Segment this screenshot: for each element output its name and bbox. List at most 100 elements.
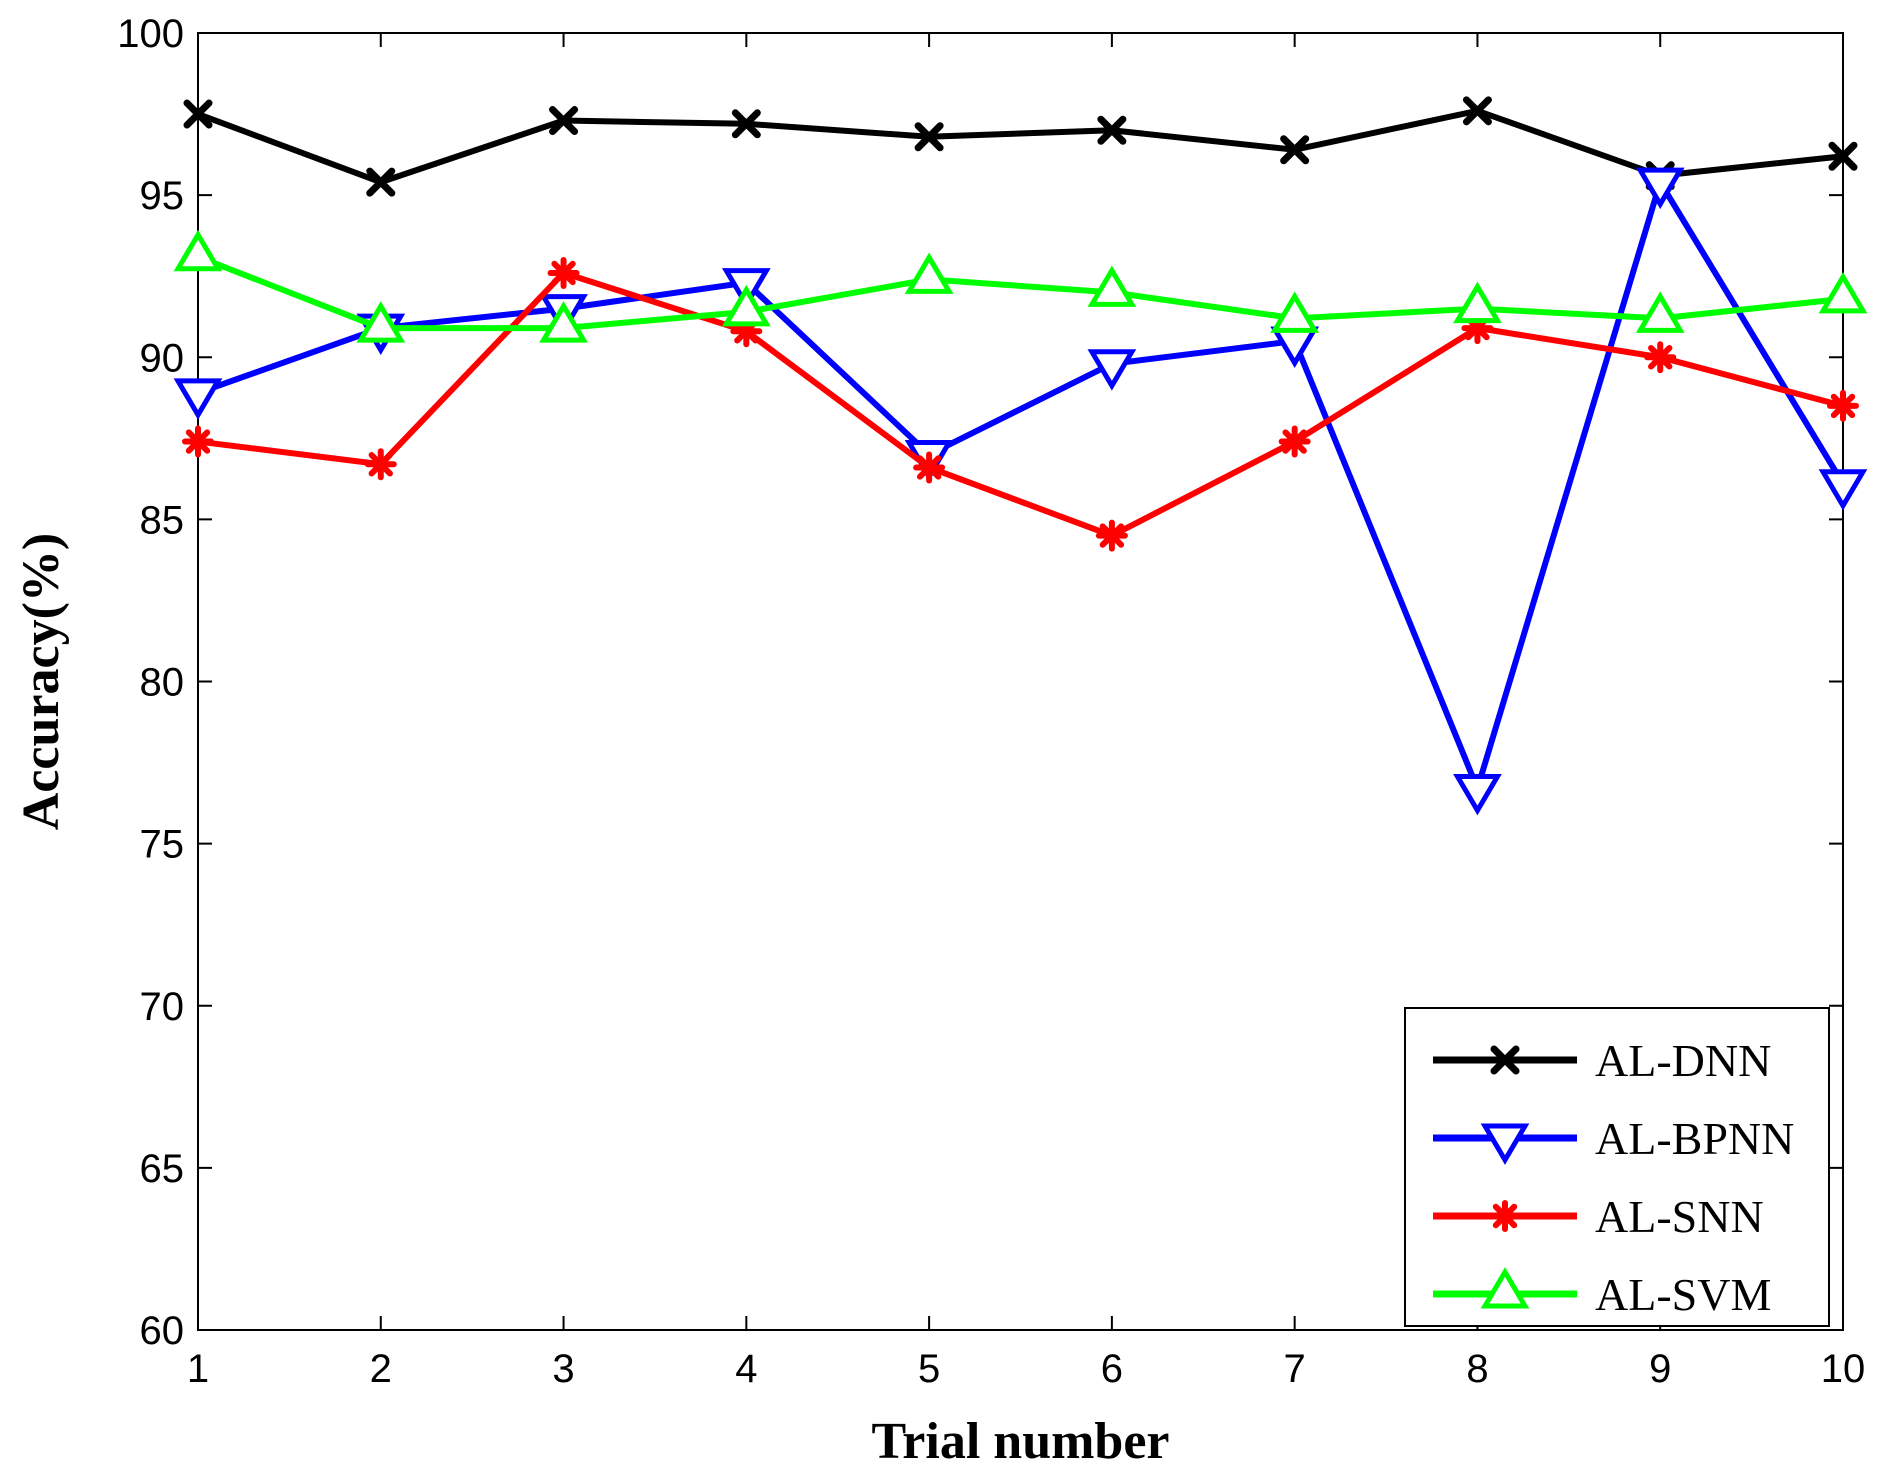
data-point [1644, 341, 1677, 374]
marker-shape [1453, 774, 1502, 816]
series-layer [173, 96, 1868, 816]
legend-marker [1489, 1200, 1521, 1232]
marker-stroke [1099, 523, 1125, 548]
data-point [1097, 115, 1127, 145]
x-axis-title: Trial number [871, 1413, 1169, 1470]
x-tick-label: 2 [370, 1347, 392, 1391]
data-point [1818, 469, 1868, 511]
marker-shape [173, 229, 223, 272]
data-point [1087, 265, 1137, 307]
marker-stroke [183, 99, 213, 129]
y-tick-label: 100 [117, 12, 184, 56]
marker-stroke [914, 122, 944, 152]
y-tick-label: 70 [140, 985, 185, 1029]
marker-shape [1635, 291, 1685, 333]
series-al-snn [182, 256, 1859, 552]
x-tick-label: 4 [735, 1347, 757, 1391]
data-point [1278, 425, 1311, 458]
data-point [1827, 389, 1859, 422]
marker-shape [904, 252, 954, 294]
data-point [913, 451, 946, 484]
marker-stroke [368, 452, 393, 477]
y-axis-ticks: 60 65 70 75 80 85 90 95 100 [117, 12, 1843, 1353]
marker-shape [1480, 1123, 1530, 1165]
x-axis-ticks: 1 2 3 4 5 6 7 8 9 10 [187, 33, 1865, 1391]
data-point [914, 122, 944, 152]
marker-stroke [1492, 1203, 1518, 1229]
data-point [366, 167, 396, 197]
marker-shape [1453, 281, 1502, 324]
marker-stroke [731, 109, 761, 139]
y-tick-label: 80 [140, 661, 185, 705]
y-tick-label: 95 [140, 174, 185, 218]
data-point [1270, 291, 1320, 333]
marker-shape [356, 301, 406, 343]
marker-shape [1087, 265, 1137, 307]
x-tick-label: 10 [1821, 1347, 1866, 1391]
x-tick-label: 5 [918, 1347, 940, 1391]
data-point [547, 256, 580, 289]
marker-stroke [1830, 393, 1856, 419]
series-line [196, 174, 1846, 798]
x-tick-label: 3 [552, 1347, 574, 1391]
marker-stroke [1490, 1045, 1520, 1075]
marker-stroke [1282, 429, 1307, 454]
y-tick-label: 75 [140, 823, 185, 867]
y-axis-title: Accuracy(%) [13, 533, 70, 830]
marker-shape [1087, 349, 1137, 391]
x-tick-label: 6 [1101, 1347, 1123, 1391]
marker-shape [173, 378, 223, 420]
data-point [904, 252, 954, 294]
marker-stroke [1648, 345, 1673, 370]
marker-shape [1635, 167, 1685, 210]
legend-label: AL-SNN [1595, 1191, 1764, 1242]
legend-marker [1480, 1123, 1530, 1165]
data-point [182, 425, 214, 458]
data-point [1270, 326, 1320, 368]
marker-shape [1270, 291, 1320, 333]
x-tick-label: 9 [1649, 1347, 1671, 1391]
marker-stroke [185, 429, 211, 454]
data-point [539, 301, 588, 343]
marker-stroke [916, 455, 942, 480]
data-point [1095, 519, 1128, 552]
marker-stroke [366, 167, 396, 197]
x-tick-label: 7 [1284, 1347, 1306, 1391]
legend-label: AL-BPNN [1595, 1113, 1794, 1164]
marker-stroke [551, 260, 576, 286]
legend-entry: AL-BPNN [1433, 1113, 1794, 1165]
legend: AL-DNN AL-BPNN AL-SNN AL-SVM [1404, 1007, 1830, 1327]
data-point [1087, 349, 1137, 391]
data-point [1453, 774, 1502, 816]
data-point [183, 99, 213, 129]
x-tick-label: 1 [187, 1347, 209, 1391]
data-point [1828, 141, 1858, 171]
y-tick-label: 65 [140, 1147, 185, 1191]
series-al-dnn [183, 96, 1858, 197]
legend-marker [1480, 1267, 1530, 1309]
data-point [173, 229, 223, 272]
y-tick-label: 85 [140, 498, 185, 542]
x-tick-label: 8 [1466, 1347, 1488, 1391]
data-point [1280, 135, 1310, 165]
marker-shape [721, 284, 771, 327]
data-point [1635, 291, 1685, 333]
data-point [1635, 167, 1685, 210]
marker-stroke [549, 106, 579, 136]
legend-label: AL-SVM [1595, 1269, 1771, 1320]
marker-stroke [1828, 141, 1858, 171]
data-point [721, 284, 771, 327]
marker-shape [1480, 1267, 1530, 1309]
marker-shape [1818, 469, 1868, 511]
series-al-bpnn [173, 167, 1868, 816]
legend-label: AL-DNN [1595, 1035, 1771, 1086]
legend-entry: AL-DNN [1433, 1035, 1771, 1086]
data-point [173, 378, 223, 420]
marker-stroke [1280, 135, 1310, 165]
marker-stroke [1462, 96, 1492, 126]
data-point [1818, 271, 1868, 314]
y-tick-label: 60 [140, 1309, 185, 1353]
series-line [197, 269, 1844, 539]
